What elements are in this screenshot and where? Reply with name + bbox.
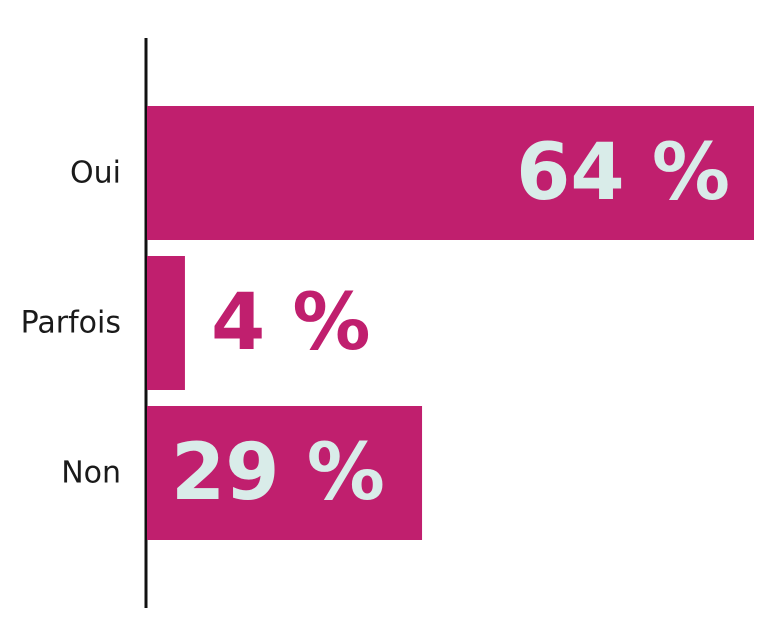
value-label-non: 29 %	[171, 428, 385, 518]
value-label-parfois: 4 %	[211, 278, 371, 368]
bar-non	[147, 406, 423, 540]
category-labels-group: Oui Parfois Non	[21, 156, 121, 491]
bars-group	[147, 106, 754, 540]
category-label-parfois: Parfois	[21, 306, 121, 341]
bar-parfois	[147, 256, 185, 390]
category-label-non: Non	[61, 456, 121, 491]
value-labels-group: 64 % 4 % 29 %	[171, 128, 730, 518]
bar-oui	[147, 106, 754, 240]
value-label-oui: 64 %	[516, 128, 730, 218]
category-label-oui: Oui	[70, 156, 121, 191]
